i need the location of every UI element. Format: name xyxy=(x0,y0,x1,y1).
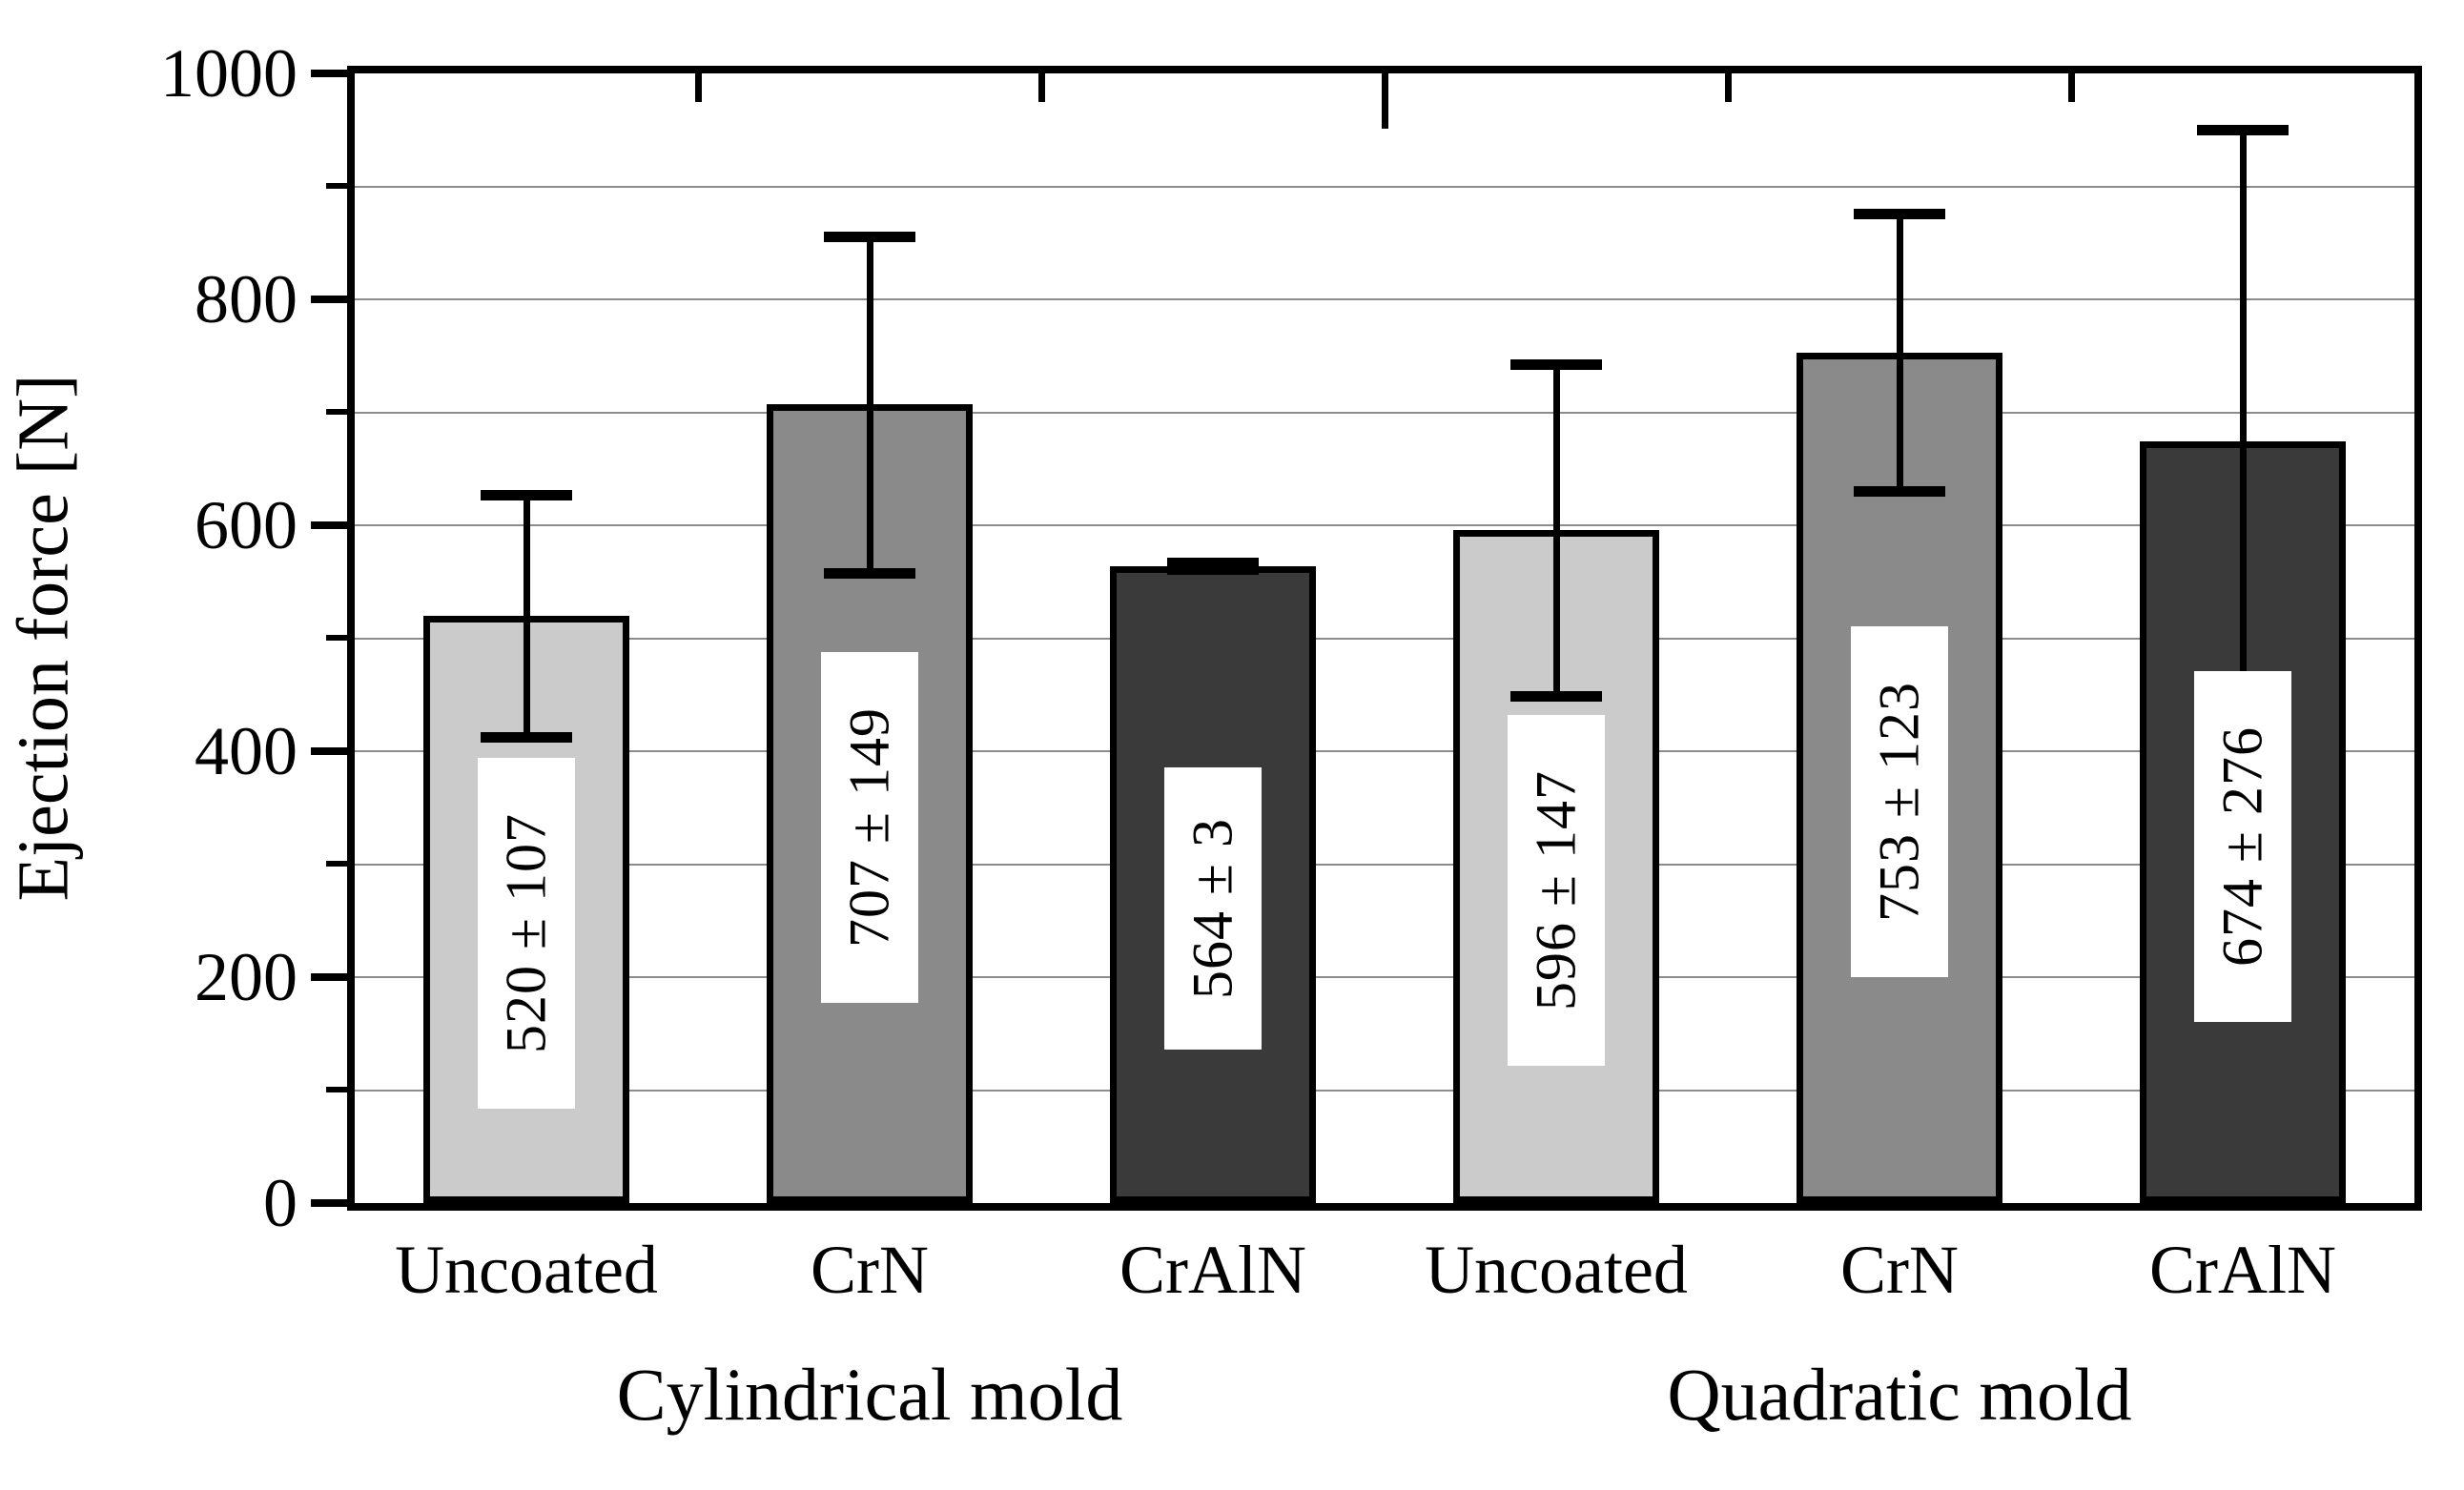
y-major-tick-400 xyxy=(311,747,347,755)
y-minor-tick-700 xyxy=(326,408,347,415)
category-divider-tick xyxy=(1037,73,1045,102)
error-bar-cap-bottom xyxy=(1167,564,1259,576)
bar-value-label: 707 ± 149 xyxy=(837,707,901,949)
y-major-tick-1000 xyxy=(311,70,347,77)
y-major-tick-200 xyxy=(311,973,347,981)
x-category-label-3: Uncoated xyxy=(1425,1232,1688,1308)
mold-group-label-0: Cylindrical mold xyxy=(616,1353,1123,1436)
error-bar-cap-top xyxy=(1510,358,1602,370)
gridline-100 xyxy=(355,1089,2414,1092)
error-bar-line xyxy=(1552,363,1560,696)
bar-value-box: 674 ± 276 xyxy=(2194,670,2291,1022)
gridline-500 xyxy=(355,637,2414,640)
gridline-800 xyxy=(355,298,2414,300)
error-bar-cap-top xyxy=(481,490,572,500)
bar-value-box: 520 ± 107 xyxy=(478,757,575,1109)
category-divider-tick xyxy=(2067,73,2075,102)
x-category-label-4: CrN xyxy=(1840,1232,1959,1308)
y-tick-label-600: 600 xyxy=(195,487,298,563)
error-bar-cap-bottom xyxy=(1510,690,1602,702)
y-minor-tick-900 xyxy=(326,182,347,189)
error-bar-line xyxy=(1896,213,1903,492)
error-bar-cap-bottom xyxy=(824,567,915,579)
gridline-900 xyxy=(355,185,2414,188)
group-divider-tick xyxy=(1381,73,1388,129)
bar-value-label: 564 ± 3 xyxy=(1181,817,1244,999)
bar-value-box: 707 ± 149 xyxy=(821,652,918,1004)
x-category-label-1: CrN xyxy=(811,1232,929,1308)
bar-value-label: 753 ± 123 xyxy=(1867,681,1931,922)
category-divider-tick xyxy=(694,73,702,102)
y-tick-label-200: 200 xyxy=(195,939,298,1015)
error-bar-cap-top xyxy=(1167,558,1259,569)
error-bar-cap-top xyxy=(2197,125,2289,136)
error-bar-line xyxy=(866,235,873,573)
bar-value-label: 674 ± 276 xyxy=(2210,725,2274,967)
gridline-400 xyxy=(355,750,2414,752)
x-category-label-5: CrAlN xyxy=(2149,1232,2336,1308)
error-bar-cap-bottom xyxy=(1854,486,1945,498)
gridline-200 xyxy=(355,976,2414,978)
y-minor-tick-500 xyxy=(326,634,347,641)
category-divider-tick xyxy=(1724,73,1732,102)
mold-group-label-1: Quadratic mold xyxy=(1667,1353,2132,1436)
y-minor-tick-100 xyxy=(326,1086,347,1092)
x-category-label-0: Uncoated xyxy=(395,1232,658,1308)
error-bar-line xyxy=(2239,130,2247,754)
gridline-300 xyxy=(355,863,2414,866)
y-tick-label-1000: 1000 xyxy=(160,35,298,112)
gridline-600 xyxy=(355,524,2414,526)
error-bar-line xyxy=(523,495,530,737)
y-major-tick-600 xyxy=(311,521,347,529)
bar-value-label: 596 ± 147 xyxy=(1524,769,1588,1010)
bar-value-box: 753 ± 123 xyxy=(1851,625,1948,977)
y-tick-label-800: 800 xyxy=(195,261,298,337)
y-axis-title: Ejection force [N] xyxy=(3,374,84,902)
error-bar-cap-bottom xyxy=(481,731,572,743)
y-major-tick-0 xyxy=(311,1199,347,1207)
plot-area: 520 ± 107 707 ± 149 564 ± 3 596 ± 147 753 ± … xyxy=(347,66,2422,1211)
x-category-label-2: CrAlN xyxy=(1119,1232,1306,1308)
gridline-700 xyxy=(355,411,2414,414)
bar-value-label: 520 ± 107 xyxy=(494,812,558,1053)
y-tick-label-0: 0 xyxy=(263,1165,298,1241)
error-bar-cap-top xyxy=(1854,208,1945,219)
y-minor-tick-300 xyxy=(326,860,347,867)
y-major-tick-800 xyxy=(311,296,347,303)
y-tick-label-400: 400 xyxy=(195,713,298,789)
bar-value-box: 564 ± 3 xyxy=(1164,766,1262,1050)
error-bar-cap-top xyxy=(824,231,915,242)
bar-value-box: 596 ± 147 xyxy=(1508,714,1605,1066)
